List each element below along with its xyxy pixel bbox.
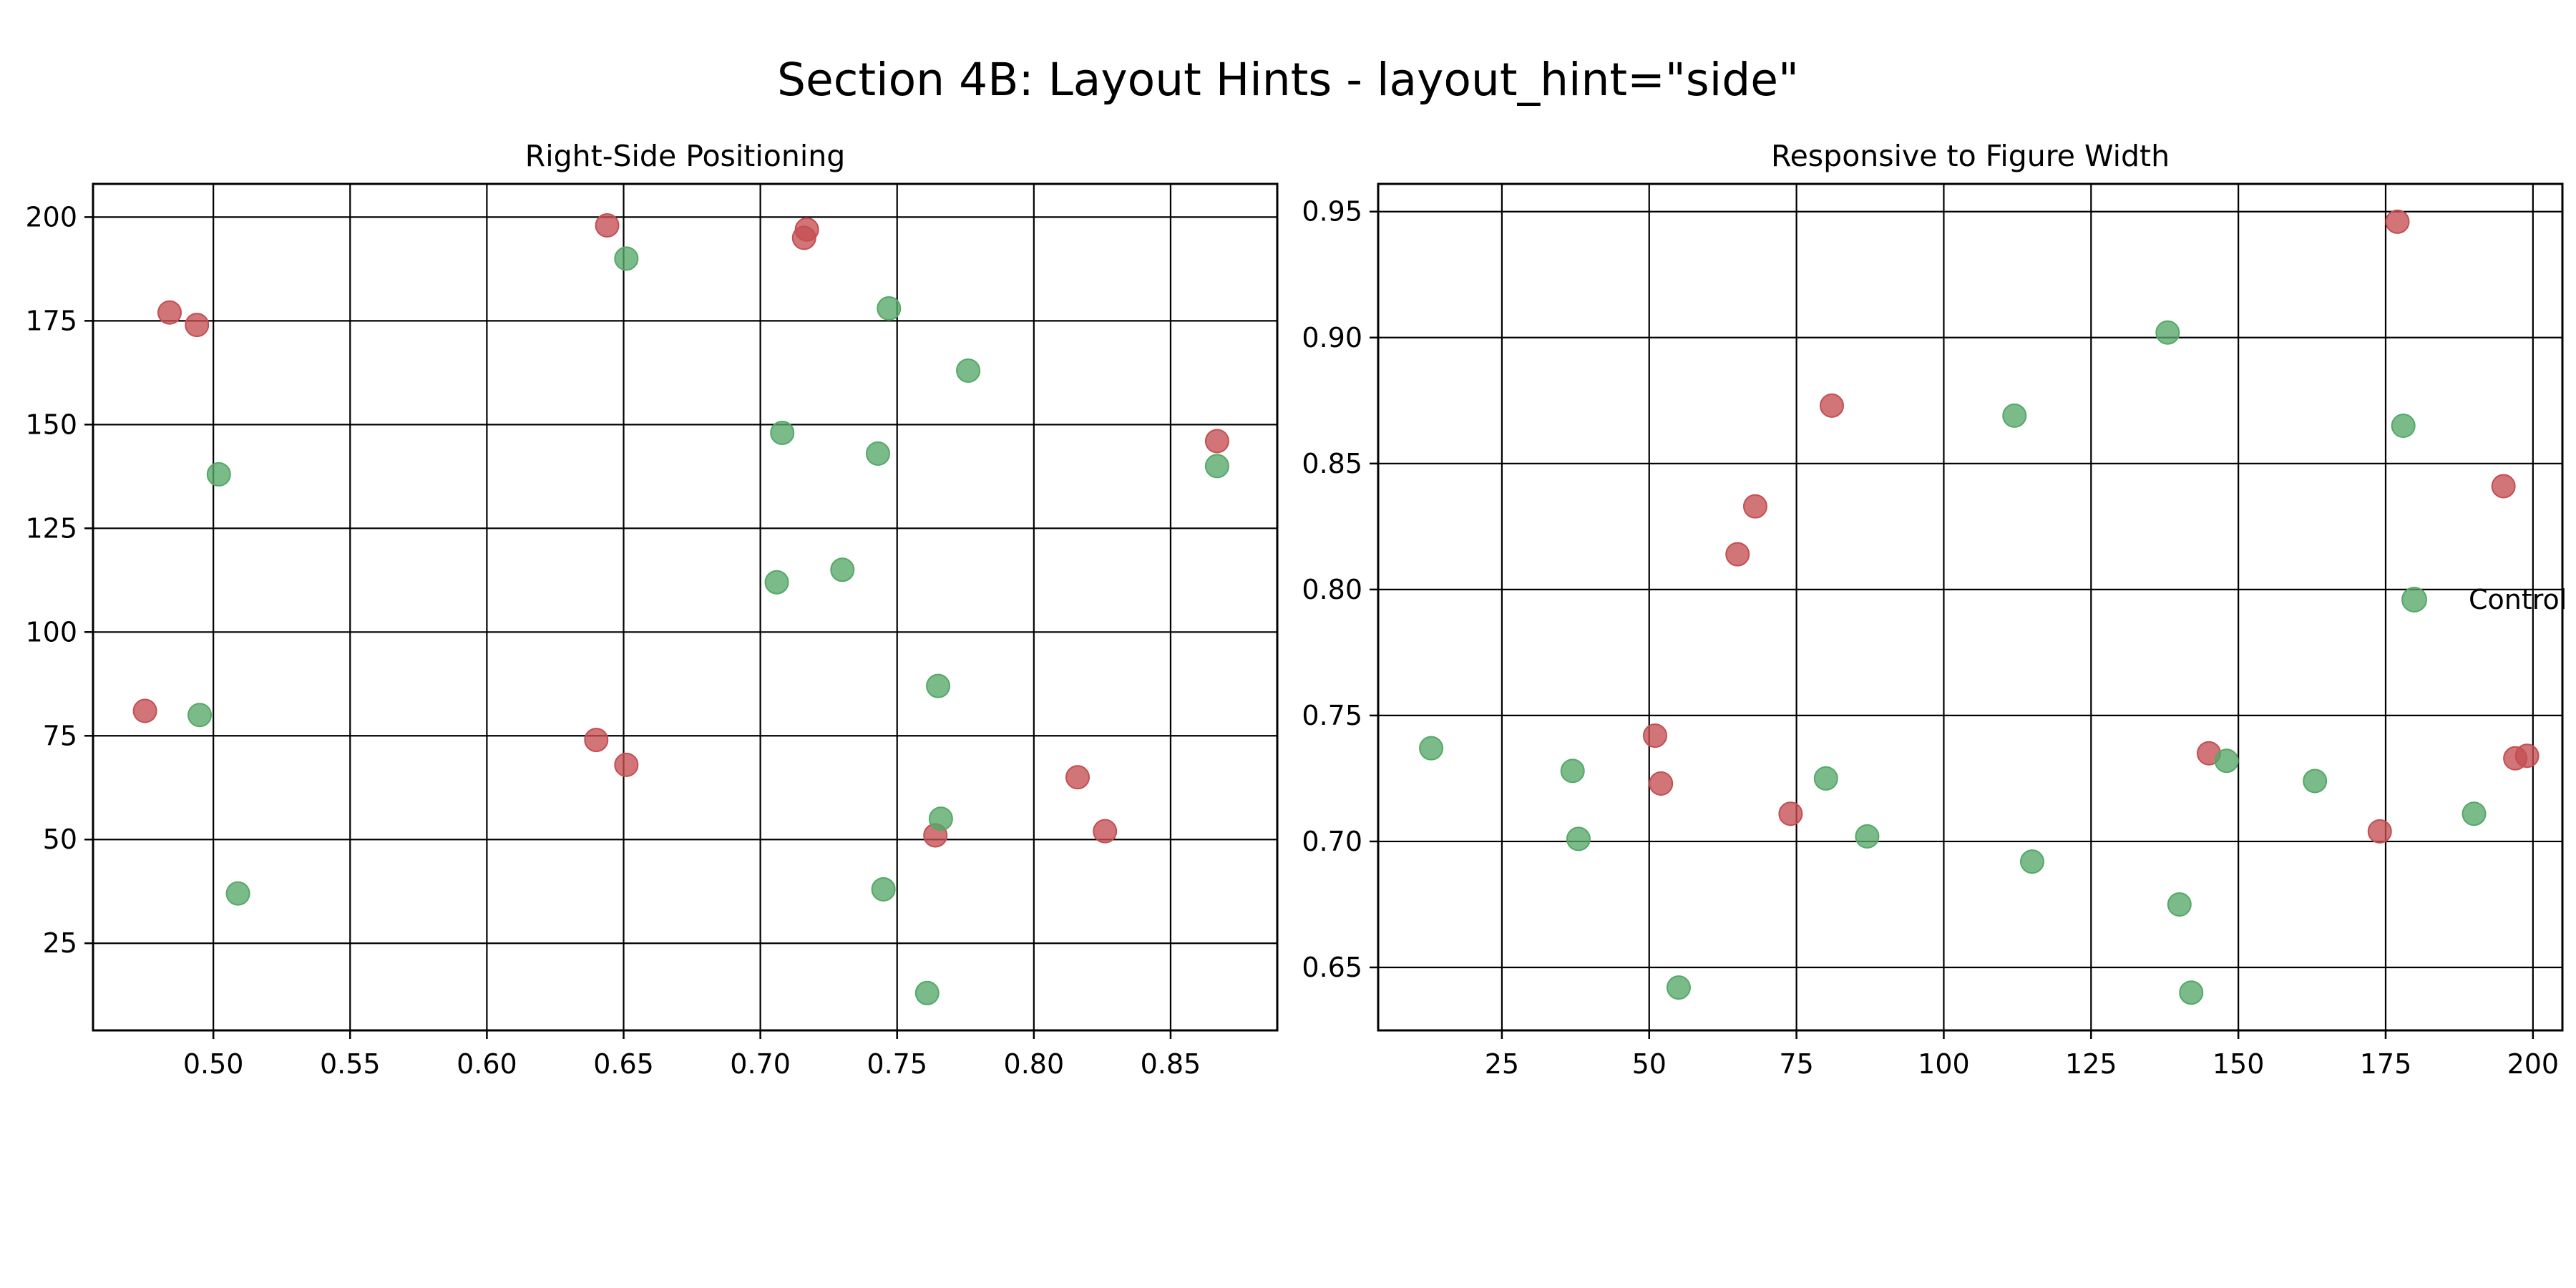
subplot-2: 25 50 75 100 125 150 175 200 0.65 0.70 0.75 0.80 0.8…	[1302, 139, 2567, 1080]
data-point	[157, 300, 182, 325]
x-tick-label: 25	[1485, 1048, 1519, 1080]
y-tick-label: 0.95	[1302, 196, 1362, 228]
data-point	[1204, 454, 1229, 479]
data-point	[1419, 736, 1444, 761]
data-point	[2391, 414, 2416, 438]
data-point	[1666, 975, 1691, 1000]
data-point	[1778, 801, 1803, 826]
y-tick-label: 0.85	[1302, 448, 1362, 479]
series-red	[1642, 209, 2540, 844]
data-point	[2367, 819, 2392, 844]
y-tick-label: 0.65	[1302, 952, 1362, 983]
data-point	[2155, 320, 2180, 345]
data-point	[595, 213, 620, 238]
data-point	[2167, 892, 2192, 917]
x-tick-label: 0.50	[183, 1048, 244, 1080]
data-point	[132, 698, 157, 723]
x-tick-label: 0.70	[730, 1048, 791, 1080]
data-point	[830, 557, 855, 582]
data-point	[871, 877, 896, 902]
data-point	[1093, 819, 1118, 844]
data-point	[2019, 849, 2044, 874]
data-point	[206, 462, 231, 487]
legend-label: Control	[2469, 584, 2567, 615]
x-tick-label: 0.80	[1004, 1048, 1065, 1080]
data-point	[2385, 209, 2410, 234]
axes-frame	[1377, 182, 2564, 1032]
data-point	[225, 881, 250, 906]
x-tick-label: 175	[2360, 1048, 2412, 1080]
data-point	[2002, 403, 2027, 428]
y-tick-label: 0.90	[1302, 322, 1362, 353]
data-point	[770, 420, 795, 445]
data-point	[2179, 980, 2204, 1005]
figure-title: Section 4B: Layout Hints - layout_hint="…	[777, 54, 1799, 106]
data-point	[2303, 769, 2328, 794]
y-tick-label: 125	[25, 512, 77, 544]
data-point	[2214, 748, 2239, 774]
x-tick-label: 0.55	[320, 1048, 381, 1080]
y-tick-label: 0.75	[1302, 700, 1362, 731]
data-point	[1742, 494, 1767, 519]
data-point	[1642, 723, 1667, 748]
data-point	[584, 728, 609, 753]
data-point	[1855, 824, 1880, 849]
data-point	[185, 313, 210, 338]
x-tick-label: 0.65	[593, 1048, 654, 1080]
data-point	[614, 246, 639, 271]
y-tick-label: 150	[25, 409, 77, 440]
x-tick-label: 75	[1779, 1048, 1813, 1080]
y-tick-label: 200	[25, 201, 77, 233]
y-tick-label: 50	[43, 824, 77, 855]
data-point	[1566, 826, 1591, 852]
data-point	[187, 703, 213, 728]
data-point	[1065, 765, 1090, 790]
x-tick-label: 0.75	[867, 1048, 927, 1080]
data-point	[928, 806, 953, 831]
data-point	[1204, 429, 1229, 454]
data-point	[1813, 766, 1838, 791]
axes-frame	[92, 182, 1279, 1032]
series-green	[187, 246, 1229, 1005]
data-point	[2491, 474, 2516, 499]
data-point	[794, 217, 819, 242]
x-tick-label: 150	[2212, 1048, 2265, 1080]
data-point	[764, 570, 789, 595]
data-point	[1725, 542, 1750, 567]
y-tick-label: 100	[25, 616, 77, 648]
subplots: 0.50 0.55 0.60 0.65 0.70 0.75 0.80 0.85 25 50 75 10…	[25, 139, 2567, 1080]
x-tick-label: 125	[2065, 1048, 2117, 1080]
data-point	[956, 358, 981, 383]
x-tick-label: 100	[1918, 1048, 1970, 1080]
x-tick-label: 0.60	[457, 1048, 517, 1080]
data-point	[1820, 393, 1845, 418]
x-tick-label: 50	[1632, 1048, 1667, 1080]
legend: Control	[2401, 584, 2567, 615]
y-tick-label: 25	[43, 927, 77, 959]
data-point	[877, 296, 902, 321]
data-point	[614, 752, 639, 777]
y-tick-label: 75	[43, 720, 77, 751]
data-point	[865, 441, 890, 466]
subplot-title: Right-Side Positioning	[525, 139, 846, 173]
data-point	[1560, 758, 1585, 784]
data-point	[2514, 743, 2540, 769]
x-tick-label: 0.85	[1141, 1048, 1201, 1080]
y-tick-label: 175	[25, 305, 77, 336]
x-tick-label: 200	[2507, 1048, 2560, 1080]
subplot-title: Responsive to Figure Width	[1771, 139, 2170, 173]
y-tick-label: 0.80	[1302, 574, 1362, 605]
y-tick-label: 0.70	[1302, 826, 1362, 857]
series-green	[1419, 320, 2487, 1005]
data-point	[914, 980, 940, 1005]
legend-marker	[2401, 586, 2427, 613]
data-point	[1649, 771, 1674, 796]
data-point	[926, 673, 951, 698]
subplot-1: 0.50 0.55 0.60 0.65 0.70 0.75 0.80 0.85 25 50 75 10…	[25, 139, 1279, 1080]
data-point	[2462, 801, 2487, 826]
